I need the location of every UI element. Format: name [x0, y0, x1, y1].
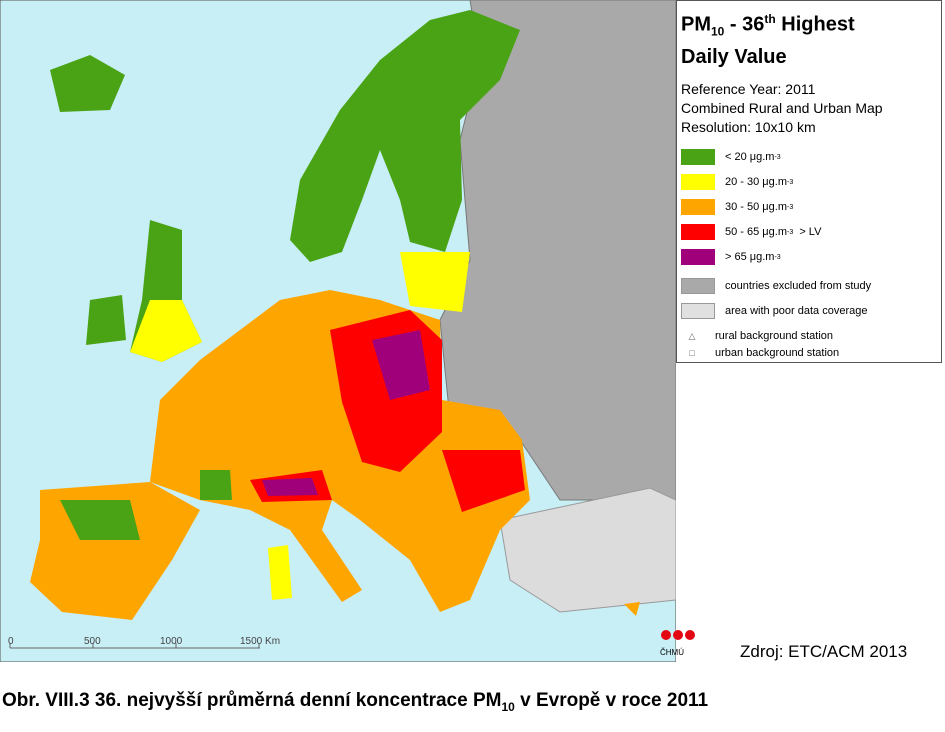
scale-label: 0: [8, 636, 14, 647]
scale-label: 1500 Km: [240, 636, 280, 647]
caption-sub: 10: [501, 699, 515, 714]
title-sup: th: [764, 12, 776, 26]
title-part: - 36: [724, 13, 765, 36]
legend: PM10 - 36th Highest Daily Value Referenc…: [676, 0, 942, 363]
legend-swatch: [681, 278, 715, 295]
legend-swatch: [681, 249, 715, 266]
legend-label: 30 - 50 μg.m: [725, 201, 787, 214]
legend-item: 20 - 30 μg.m -3: [681, 170, 941, 195]
legend-swatch: [681, 224, 715, 241]
title-part: PM: [681, 13, 711, 36]
legend-label: 20 - 30 μg.m: [725, 176, 787, 189]
legend-label: < 20 μg.m: [725, 151, 775, 164]
station-label: rural background station: [715, 330, 834, 343]
legend-items: < 20 μg.m -3 20 - 30 μg.m -3 30 - 50 μg.m -3 5…: [681, 145, 941, 324]
legend-suffix: > LV: [793, 226, 822, 239]
station-symbol: □: [689, 348, 695, 359]
legend-item: 50 - 65 μg.m -3 > LV: [681, 220, 941, 245]
caption-part: v Evropě v roce 2011: [514, 690, 709, 711]
map: 0 500 1000 1500 Km: [0, 0, 676, 662]
scale-label: 500: [84, 636, 101, 647]
source: Zdroj: ETC/ACM 2013: [740, 642, 908, 661]
meta-line: Reference Year: 2011: [681, 80, 816, 97]
legend-swatch: [681, 303, 715, 320]
caption: Obr. VIII.3 36. nejvyšší průměrná denní …: [2, 690, 708, 714]
station-symbol: △: [688, 330, 696, 341]
title-sub: 10: [711, 24, 725, 39]
scale-label: 1000: [160, 636, 183, 647]
legend-item: countries excluded from study: [681, 274, 941, 299]
meta-line: Resolution: 10x10 km: [681, 118, 816, 135]
legend-sup: -3: [786, 203, 794, 211]
legend-item: 30 - 50 μg.m -3: [681, 195, 941, 220]
station-item: △ rural background station: [681, 328, 941, 345]
title-part: Highest: [775, 13, 855, 36]
legend-label: countries excluded from study: [725, 280, 872, 293]
legend-item: > 65 μg.m -3: [681, 245, 941, 270]
legend-label: area with poor data coverage: [725, 305, 868, 318]
station-label: urban background station: [715, 347, 840, 360]
legend-stations: △ rural background station □ urban backgrou…: [681, 328, 941, 362]
meta-line: Combined Rural and Urban Map: [681, 99, 883, 116]
legend-sup: -3: [774, 253, 781, 261]
legend-sup: -3: [786, 228, 794, 236]
legend-meta: Reference Year: 2011 Combined Rural and …: [681, 80, 941, 137]
legend-item: < 20 μg.m -3: [681, 145, 941, 170]
legend-swatch: [681, 199, 715, 216]
legend-swatch: [681, 149, 715, 166]
legend-label: > 65 μg.m: [725, 251, 775, 264]
legend-sup: -3: [786, 178, 794, 186]
logo-text: ČHMÚ: [660, 648, 684, 657]
legend-swatch: [681, 174, 715, 191]
legend-item: area with poor data coverage: [681, 299, 941, 324]
legend-title: PM10 - 36th Highest Daily Value: [681, 7, 941, 70]
caption-part: Obr. VIII.3 36. nejvyšší průměrná denní …: [2, 690, 502, 711]
logo: ČHMÚ: [660, 628, 696, 657]
legend-sup: -3: [774, 153, 781, 161]
logo-mark: [661, 630, 695, 640]
title-part: Daily Value: [681, 45, 787, 68]
legend-label: 50 - 65 μg.m: [725, 226, 787, 239]
station-item: □ urban background station: [681, 345, 941, 362]
